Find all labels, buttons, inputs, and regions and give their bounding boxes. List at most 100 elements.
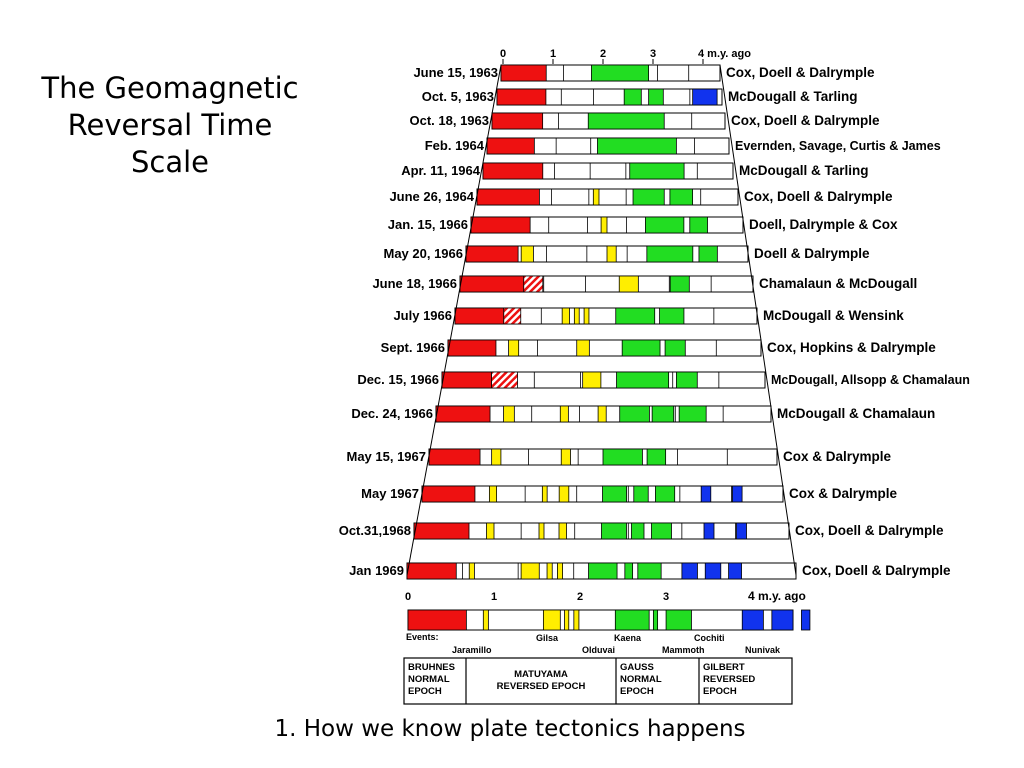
summary-tick-label: 1 bbox=[491, 591, 497, 603]
epoch-table-frame bbox=[403, 657, 793, 705]
record-date: Jan 1969 bbox=[349, 563, 404, 578]
normal-polarity-interval bbox=[491, 112, 544, 130]
normal-polarity-interval bbox=[681, 562, 698, 580]
normal-polarity-interval bbox=[602, 448, 643, 466]
axis-tick-label: 1 bbox=[550, 48, 556, 60]
normal-polarity-interval bbox=[648, 88, 664, 106]
slide-title: The Geomagnetic Reversal Time Scale bbox=[41, 71, 299, 179]
record-date: Dec. 15, 1966 bbox=[357, 372, 439, 387]
record-date: May 1967 bbox=[361, 486, 419, 501]
normal-polarity-interval bbox=[651, 405, 675, 423]
normal-polarity-interval bbox=[651, 522, 672, 540]
record-date: Sept. 1966 bbox=[381, 340, 445, 355]
record-row: Oct.31,1968 Cox, Doell & Dalrymple bbox=[339, 522, 944, 540]
summary-normal-interval bbox=[771, 609, 794, 631]
normal-polarity-interval bbox=[559, 405, 569, 423]
event-label: Mammoth bbox=[662, 645, 705, 655]
normal-polarity-interval bbox=[428, 448, 481, 466]
record-date: June 18, 1966 bbox=[372, 276, 457, 291]
record-authors: McDougall & Chamalaun bbox=[777, 406, 935, 421]
normal-polarity-interval bbox=[602, 485, 627, 503]
normal-polarity-interval bbox=[736, 522, 747, 540]
summary-tick-label: 0 bbox=[405, 591, 411, 603]
record-authors: McDougall, Allsopp & Chamalaun bbox=[771, 373, 970, 387]
epoch-label: EPOCH bbox=[703, 686, 737, 697]
normal-polarity-interval bbox=[486, 137, 535, 155]
normal-polarity-interval bbox=[676, 371, 698, 389]
normal-polarity-interval bbox=[592, 188, 600, 206]
summary-normal-interval bbox=[614, 609, 650, 631]
epoch-label: REVERSED EPOCH bbox=[497, 681, 586, 692]
normal-polarity-interval bbox=[465, 245, 519, 263]
summary-normal-interval bbox=[741, 609, 764, 631]
record-authors: Cox & Dalrymple bbox=[789, 486, 898, 501]
record-row: Sept. 1966 Cox, Hopkins & Dalrymple bbox=[381, 339, 936, 357]
normal-polarity-interval bbox=[561, 307, 570, 325]
normal-polarity-interval bbox=[591, 64, 649, 82]
normal-polarity-interval bbox=[704, 562, 722, 580]
normal-polarity-interval bbox=[618, 275, 639, 293]
record-authors: Cox, Doell & Dalrymple bbox=[731, 113, 880, 128]
record-row: June 15, 1963 Cox, Doell & Dalrymple bbox=[413, 64, 875, 82]
epoch-label: BRUHNES bbox=[408, 662, 455, 673]
normal-polarity-interval bbox=[703, 522, 715, 540]
axis-tick-label: 4 m.y. ago bbox=[698, 48, 751, 60]
normal-polarity-interval bbox=[520, 562, 540, 580]
normal-polarity-interval bbox=[597, 137, 677, 155]
normal-polarity-interval bbox=[645, 216, 685, 234]
record-date: Feb. 1964 bbox=[425, 138, 485, 153]
normal-polarity-interval bbox=[669, 275, 690, 293]
record-date: June 15, 1963 bbox=[413, 65, 498, 80]
summary-tick-label: 3 bbox=[663, 591, 669, 603]
normal-polarity-interval bbox=[470, 216, 531, 234]
normal-polarity-interval bbox=[632, 188, 665, 206]
summary-normal-interval bbox=[542, 609, 561, 631]
record-date: Oct.31,1968 bbox=[339, 523, 411, 538]
normal-polarity-interval bbox=[600, 216, 608, 234]
normal-polarity-interval bbox=[447, 339, 497, 357]
normal-polarity-interval bbox=[689, 216, 708, 234]
normal-polarity-interval bbox=[459, 275, 525, 293]
normal-polarity-interval bbox=[621, 339, 661, 357]
record-date: July 1966 bbox=[393, 308, 452, 323]
record-row: Feb. 1964 Evernden, Savage, Curtis & Jame… bbox=[425, 137, 941, 155]
normal-polarity-interval bbox=[496, 88, 547, 106]
summary-normal-interval bbox=[573, 609, 580, 631]
normal-polarity-interval bbox=[503, 405, 515, 423]
normal-polarity-interval bbox=[500, 64, 547, 82]
normal-polarity-interval bbox=[557, 562, 563, 580]
summary-normal-interval bbox=[482, 609, 489, 631]
top-axis: 0 1 2 3 4 m.y. ago bbox=[500, 48, 751, 64]
normal-polarity-interval bbox=[454, 307, 505, 325]
uncertain-interval bbox=[523, 275, 544, 293]
axis-tick-label: 0 bbox=[500, 48, 506, 60]
normal-polarity-interval bbox=[616, 371, 670, 389]
event-label: Nunivak bbox=[745, 645, 781, 655]
axis-tick-label: 3 bbox=[650, 48, 656, 60]
epoch-label: GILBERT bbox=[703, 662, 745, 673]
normal-polarity-interval bbox=[508, 339, 520, 357]
normal-polarity-interval bbox=[491, 448, 502, 466]
normal-polarity-interval bbox=[588, 562, 618, 580]
normal-polarity-interval bbox=[631, 522, 645, 540]
normal-polarity-interval bbox=[421, 485, 476, 503]
epoch-label: GAUSS bbox=[620, 662, 654, 673]
record-date: Oct. 5, 1963 bbox=[422, 89, 494, 104]
normal-polarity-interval bbox=[558, 522, 567, 540]
normal-polarity-interval bbox=[601, 522, 627, 540]
record-row: Oct. 5, 1963 McDougall & Tarling bbox=[422, 88, 858, 106]
normal-polarity-interval bbox=[732, 485, 743, 503]
normal-polarity-interval bbox=[538, 522, 545, 540]
record-authors: McDougall & Tarling bbox=[739, 163, 869, 178]
record-date: Apr. 11, 1964 bbox=[401, 163, 481, 178]
record-row: May 1967 Cox & Dalrymple bbox=[361, 485, 898, 503]
funnel-right-edge bbox=[719, 64, 797, 576]
normal-polarity-interval bbox=[482, 162, 544, 180]
record-row: May 20, 1966 Doell & Dalrymple bbox=[383, 245, 870, 263]
normal-polarity-interval bbox=[520, 245, 534, 263]
normal-polarity-interval bbox=[700, 485, 712, 503]
record-authors: Cox, Doell & Dalrymple bbox=[802, 563, 951, 578]
summary-normal-interval bbox=[652, 609, 659, 631]
axis-tick-label: 2 bbox=[600, 48, 606, 60]
uncertain-interval bbox=[503, 307, 522, 325]
